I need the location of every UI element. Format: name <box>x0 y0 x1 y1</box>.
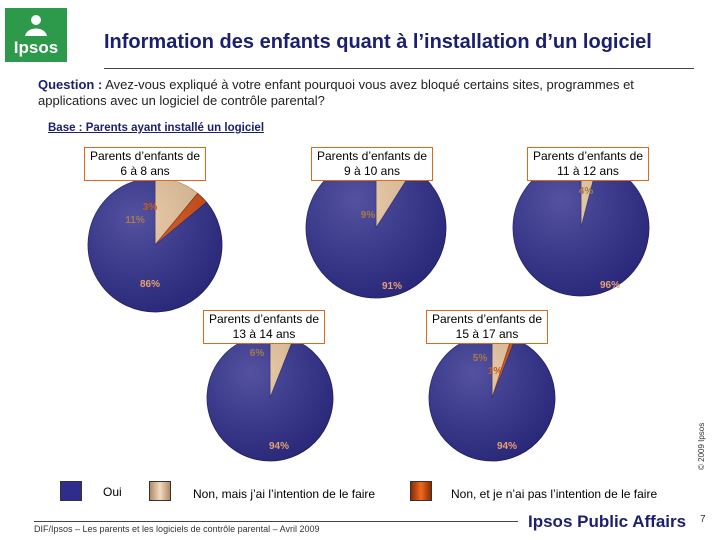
legend-label-non-pas-intention: Non, et je n’ai pas l’intention de le fa… <box>451 487 658 501</box>
legend-swatch-non-pas-intention <box>410 481 432 501</box>
pie-0-label-0: 86% <box>140 279 160 290</box>
copyright-note: © 2009 Ipsos <box>697 422 706 470</box>
pie-2-shading <box>513 160 649 296</box>
pie-title-13-14: Parents d’enfants de 13 à 14 ans <box>203 310 325 344</box>
pie-1-label-1: 9% <box>361 210 376 221</box>
logo-text: Ipsos <box>13 38 59 57</box>
pie-2-label-1: 4% <box>579 186 594 197</box>
footer-divider <box>34 521 518 522</box>
question-label: Question : <box>38 77 103 92</box>
pie-4-shading <box>429 335 555 461</box>
legend-label-non-intention: Non, mais j’ai l’intention de le faire <box>193 487 376 501</box>
base-note: Base : Parents ayant installé un logicie… <box>48 122 265 134</box>
pie-title-11-12: Parents d’enfants de 11 à 12 ans <box>527 147 649 181</box>
pie-title-9-10: Parents d’enfants de 9 à 10 ans <box>311 147 433 181</box>
pie-4: 94% 5%1% <box>428 334 556 462</box>
pie-4-label-1: 5% <box>473 353 488 364</box>
legend-swatch-oui <box>60 481 82 501</box>
pie-0-label-1: 11% <box>125 215 145 226</box>
question-block: Question : Avez-vous expliqué à votre en… <box>38 77 698 109</box>
pie-4-label-2: 1% <box>488 366 503 377</box>
page-title: Information des enfants quant à l’instal… <box>104 31 652 53</box>
pie-3-label-0: 94% <box>269 441 289 452</box>
pie-1-label-0: 91% <box>382 281 402 292</box>
pie-title-6-8: Parents d’enfants de 6 à 8 ans <box>84 147 206 181</box>
pie-1: 91% 9% <box>305 157 447 299</box>
pie-title-15-17: Parents d’enfants de 15 à 17 ans <box>426 310 548 344</box>
question-text: Avez-vous expliqué à votre enfant pourqu… <box>38 77 634 108</box>
pie-0-label-2: 3% <box>143 202 158 213</box>
title-divider <box>104 68 694 69</box>
ipsos-figure-icon <box>25 15 47 36</box>
pie-2: 96% 4% <box>512 159 650 297</box>
page-number: 7 <box>700 514 706 525</box>
pie-0: 86% 11% 3% <box>87 177 223 313</box>
pie-3: 94% 6% <box>206 334 334 462</box>
legend-swatch-non-intention <box>149 481 171 501</box>
pie-3-shading <box>207 335 333 461</box>
legend-label-oui: Oui <box>103 485 122 499</box>
ipsos-logo: Ipsos <box>5 8 67 62</box>
pie-4-label-0: 94% <box>497 441 517 452</box>
pie-3-label-1: 6% <box>250 348 265 359</box>
pie-2-label-0: 96% <box>600 280 620 291</box>
pie-0-shading <box>88 178 222 312</box>
pie-1-shading <box>306 158 446 298</box>
brand-name: Ipsos Public Affairs <box>528 512 687 531</box>
footer-source: DIF/Ipsos – Les parents et les logiciels… <box>34 524 320 534</box>
